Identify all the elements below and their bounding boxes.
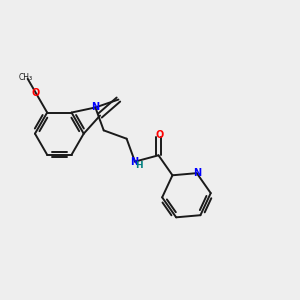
Text: CH₃: CH₃ xyxy=(19,73,33,82)
Text: N: N xyxy=(193,168,201,178)
Text: N: N xyxy=(91,103,99,112)
Text: N: N xyxy=(130,157,138,166)
Text: H: H xyxy=(135,161,143,170)
Text: O: O xyxy=(32,88,40,98)
Text: O: O xyxy=(155,130,164,140)
